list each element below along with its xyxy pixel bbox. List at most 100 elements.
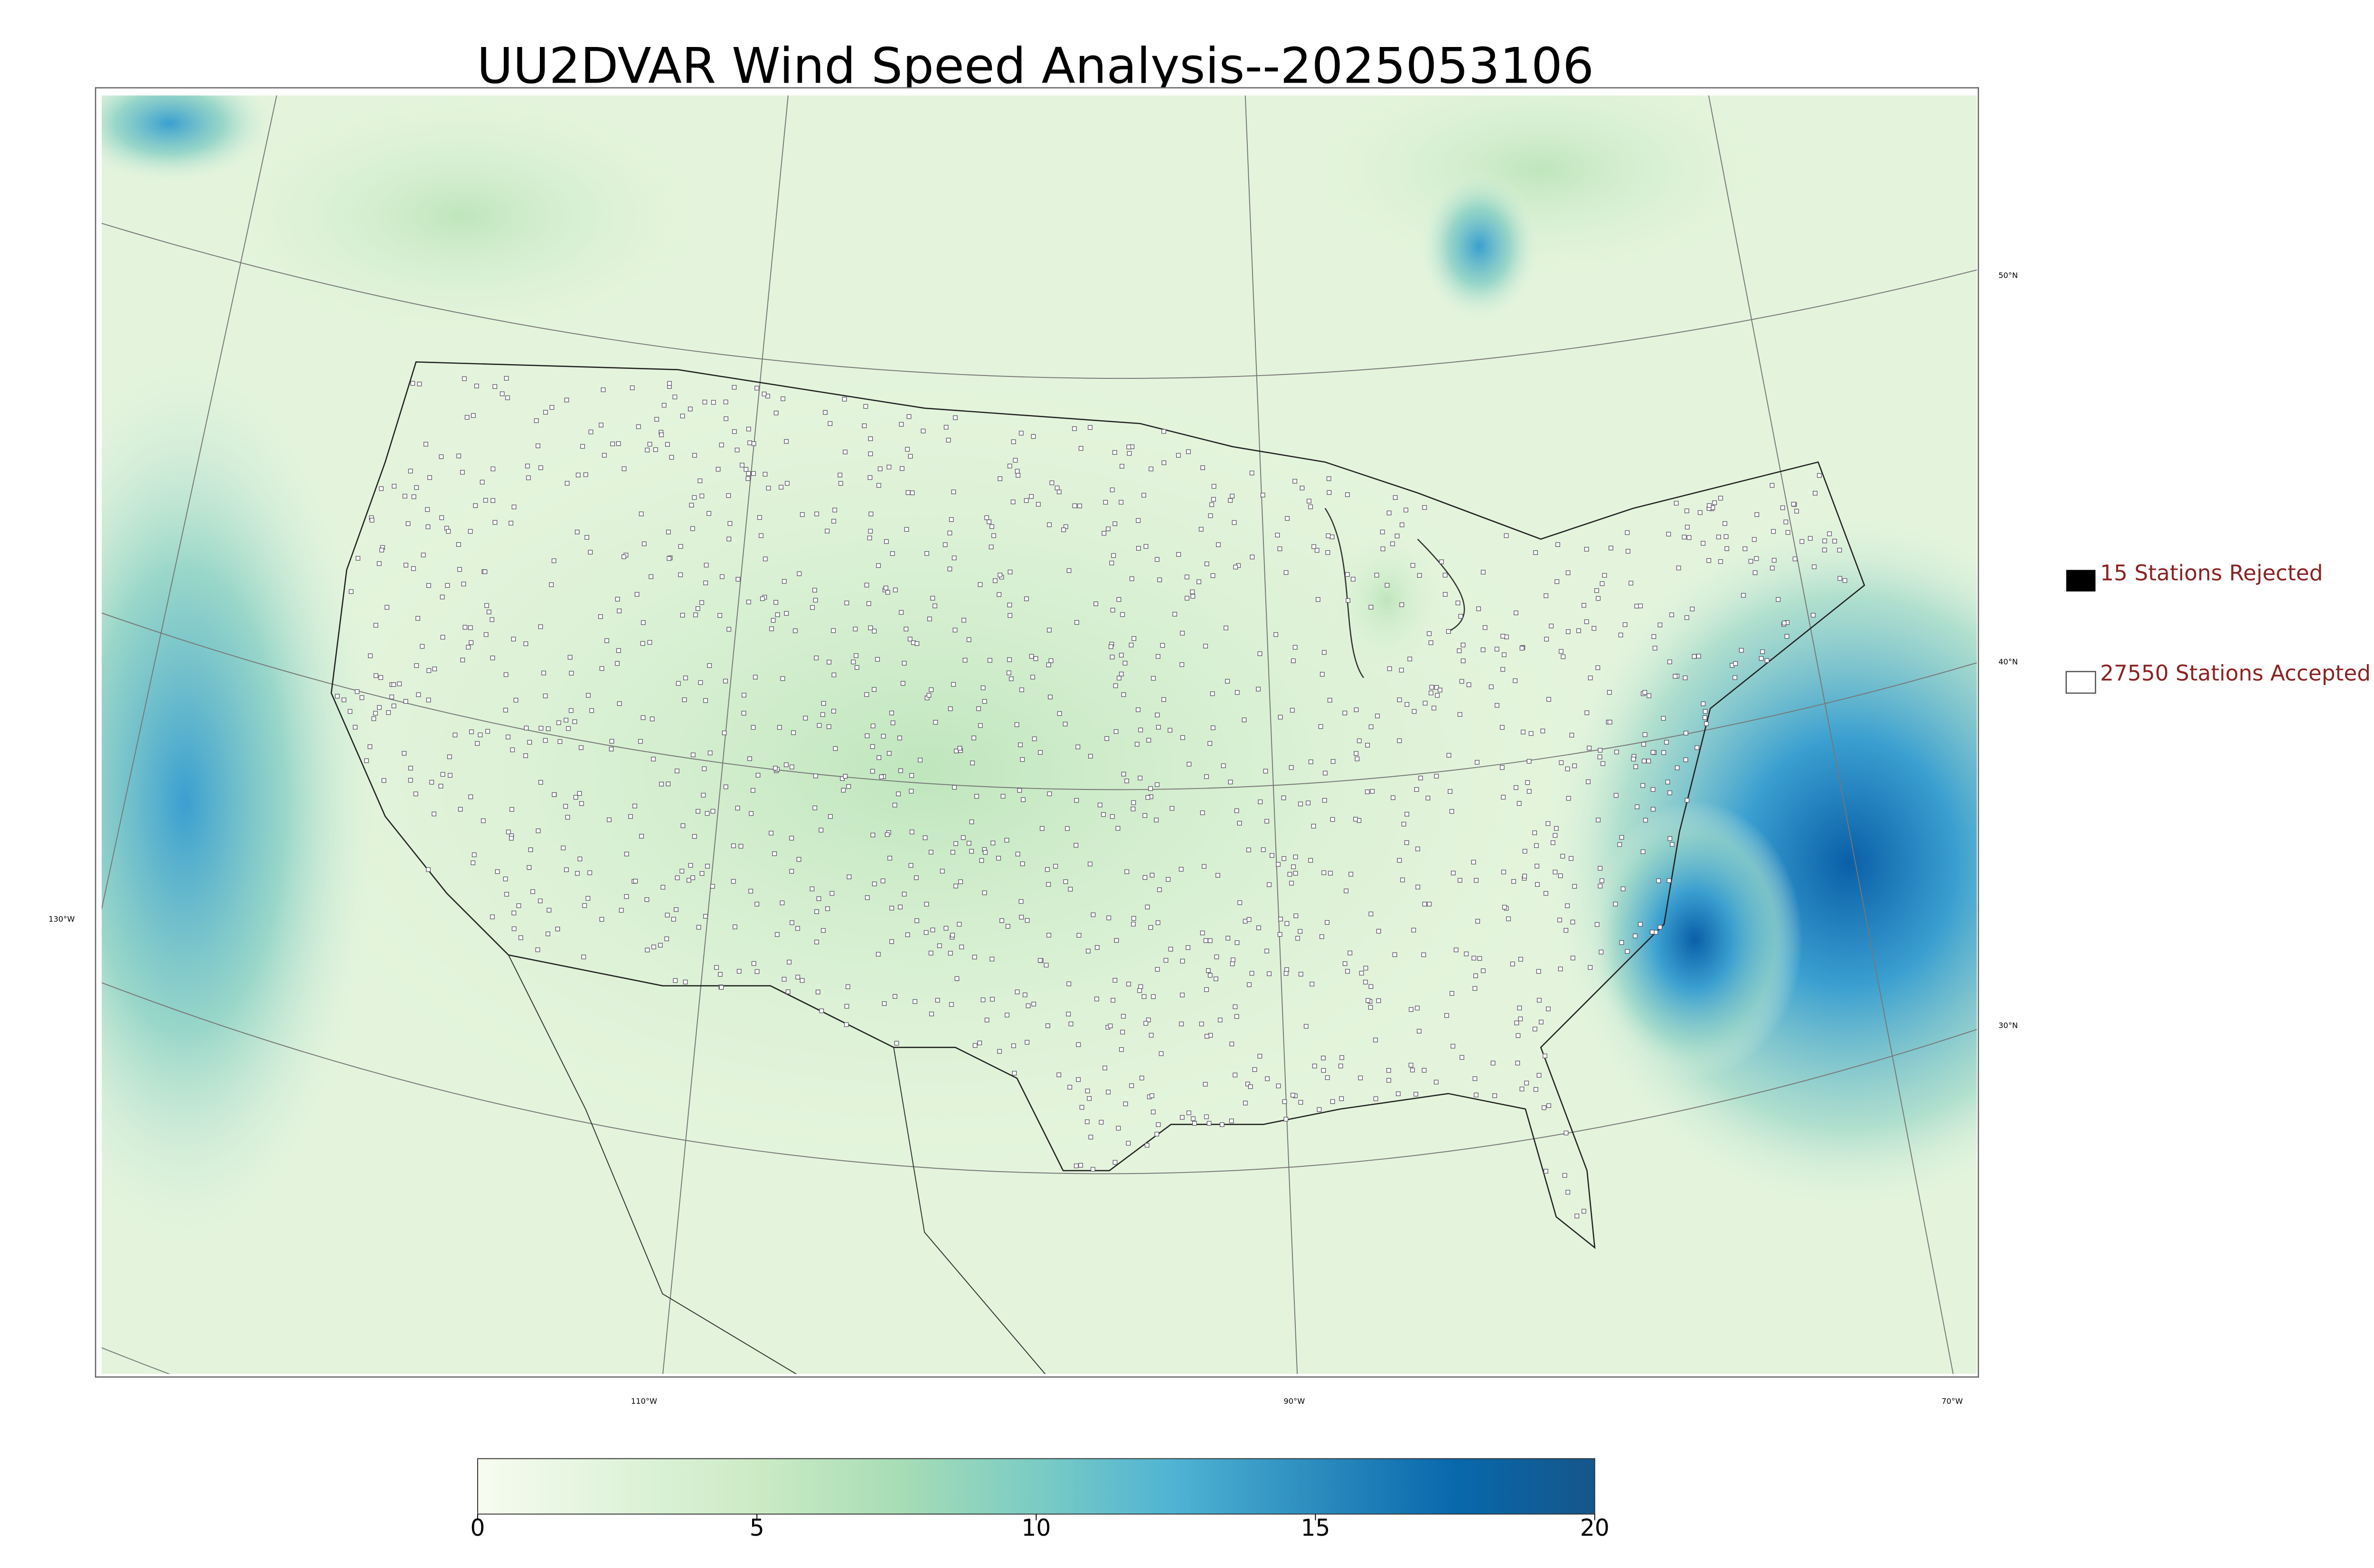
station	[1184, 574, 1189, 580]
station	[782, 976, 787, 982]
station	[1397, 738, 1402, 743]
station	[402, 494, 407, 499]
station	[518, 935, 523, 940]
station	[1368, 605, 1374, 610]
station	[1298, 801, 1303, 807]
station	[1278, 714, 1283, 720]
station	[1196, 579, 1201, 584]
station	[1706, 558, 1711, 563]
station	[1810, 613, 1816, 618]
station	[617, 608, 622, 613]
station	[1210, 573, 1215, 578]
station	[1127, 451, 1132, 456]
station	[780, 900, 785, 905]
station	[1200, 465, 1205, 470]
station	[814, 939, 819, 945]
station	[1363, 979, 1368, 985]
station	[1619, 940, 1624, 945]
station	[1451, 1043, 1455, 1049]
station	[1119, 653, 1124, 657]
station	[1063, 879, 1068, 884]
station	[1776, 597, 1781, 602]
station	[1243, 1100, 1248, 1106]
station	[1211, 497, 1216, 502]
station	[1481, 968, 1486, 973]
station	[1460, 658, 1466, 663]
station	[607, 817, 612, 822]
station	[368, 653, 373, 658]
station	[703, 580, 708, 585]
station	[966, 841, 971, 846]
station	[1357, 738, 1362, 743]
station	[564, 867, 569, 873]
station	[889, 939, 894, 944]
station	[1625, 530, 1630, 535]
station	[415, 616, 420, 621]
station	[979, 858, 984, 863]
station	[1085, 1089, 1090, 1093]
station	[1261, 847, 1266, 852]
station	[1307, 498, 1311, 504]
station	[1368, 724, 1374, 729]
station	[1521, 730, 1526, 734]
station	[664, 936, 669, 941]
station	[457, 567, 462, 572]
station	[1410, 563, 1415, 568]
station	[1488, 684, 1494, 689]
station	[773, 766, 778, 770]
station	[951, 682, 956, 687]
station	[751, 441, 756, 446]
station	[828, 421, 833, 426]
station	[1673, 674, 1678, 679]
station	[490, 498, 495, 503]
station	[1246, 917, 1252, 922]
station	[1558, 649, 1564, 654]
station	[471, 413, 476, 418]
station	[1546, 1103, 1551, 1108]
station	[649, 574, 654, 579]
station	[1783, 519, 1789, 525]
station	[483, 498, 488, 503]
station	[1207, 938, 1213, 943]
station	[1553, 870, 1558, 874]
station	[474, 384, 479, 388]
station	[584, 535, 589, 540]
station	[868, 529, 873, 534]
station	[440, 635, 445, 640]
station	[1161, 429, 1167, 434]
station	[1076, 1042, 1081, 1047]
station	[505, 395, 510, 400]
station	[1743, 546, 1748, 551]
station	[1234, 690, 1240, 695]
station	[1346, 598, 1351, 603]
station	[1429, 685, 1434, 690]
station	[1543, 891, 1548, 896]
station	[1827, 531, 1832, 536]
station	[1566, 796, 1571, 801]
station	[1074, 620, 1079, 625]
station	[741, 711, 746, 716]
station	[572, 719, 577, 724]
station	[671, 917, 676, 922]
station	[1033, 656, 1038, 661]
station	[1154, 817, 1159, 823]
station	[870, 769, 875, 774]
station	[1837, 576, 1843, 581]
station	[1018, 431, 1024, 436]
station	[1015, 852, 1020, 856]
station	[379, 486, 384, 491]
station	[460, 469, 465, 475]
station	[616, 441, 621, 446]
station	[440, 772, 445, 777]
station	[1784, 634, 1790, 639]
station	[914, 641, 920, 646]
station	[1099, 1120, 1104, 1125]
station	[1532, 830, 1537, 836]
station	[665, 442, 670, 447]
station	[1613, 793, 1619, 798]
station	[1592, 626, 1597, 631]
station	[1414, 787, 1419, 792]
station	[1565, 766, 1570, 771]
station	[872, 687, 876, 692]
station	[379, 547, 384, 553]
